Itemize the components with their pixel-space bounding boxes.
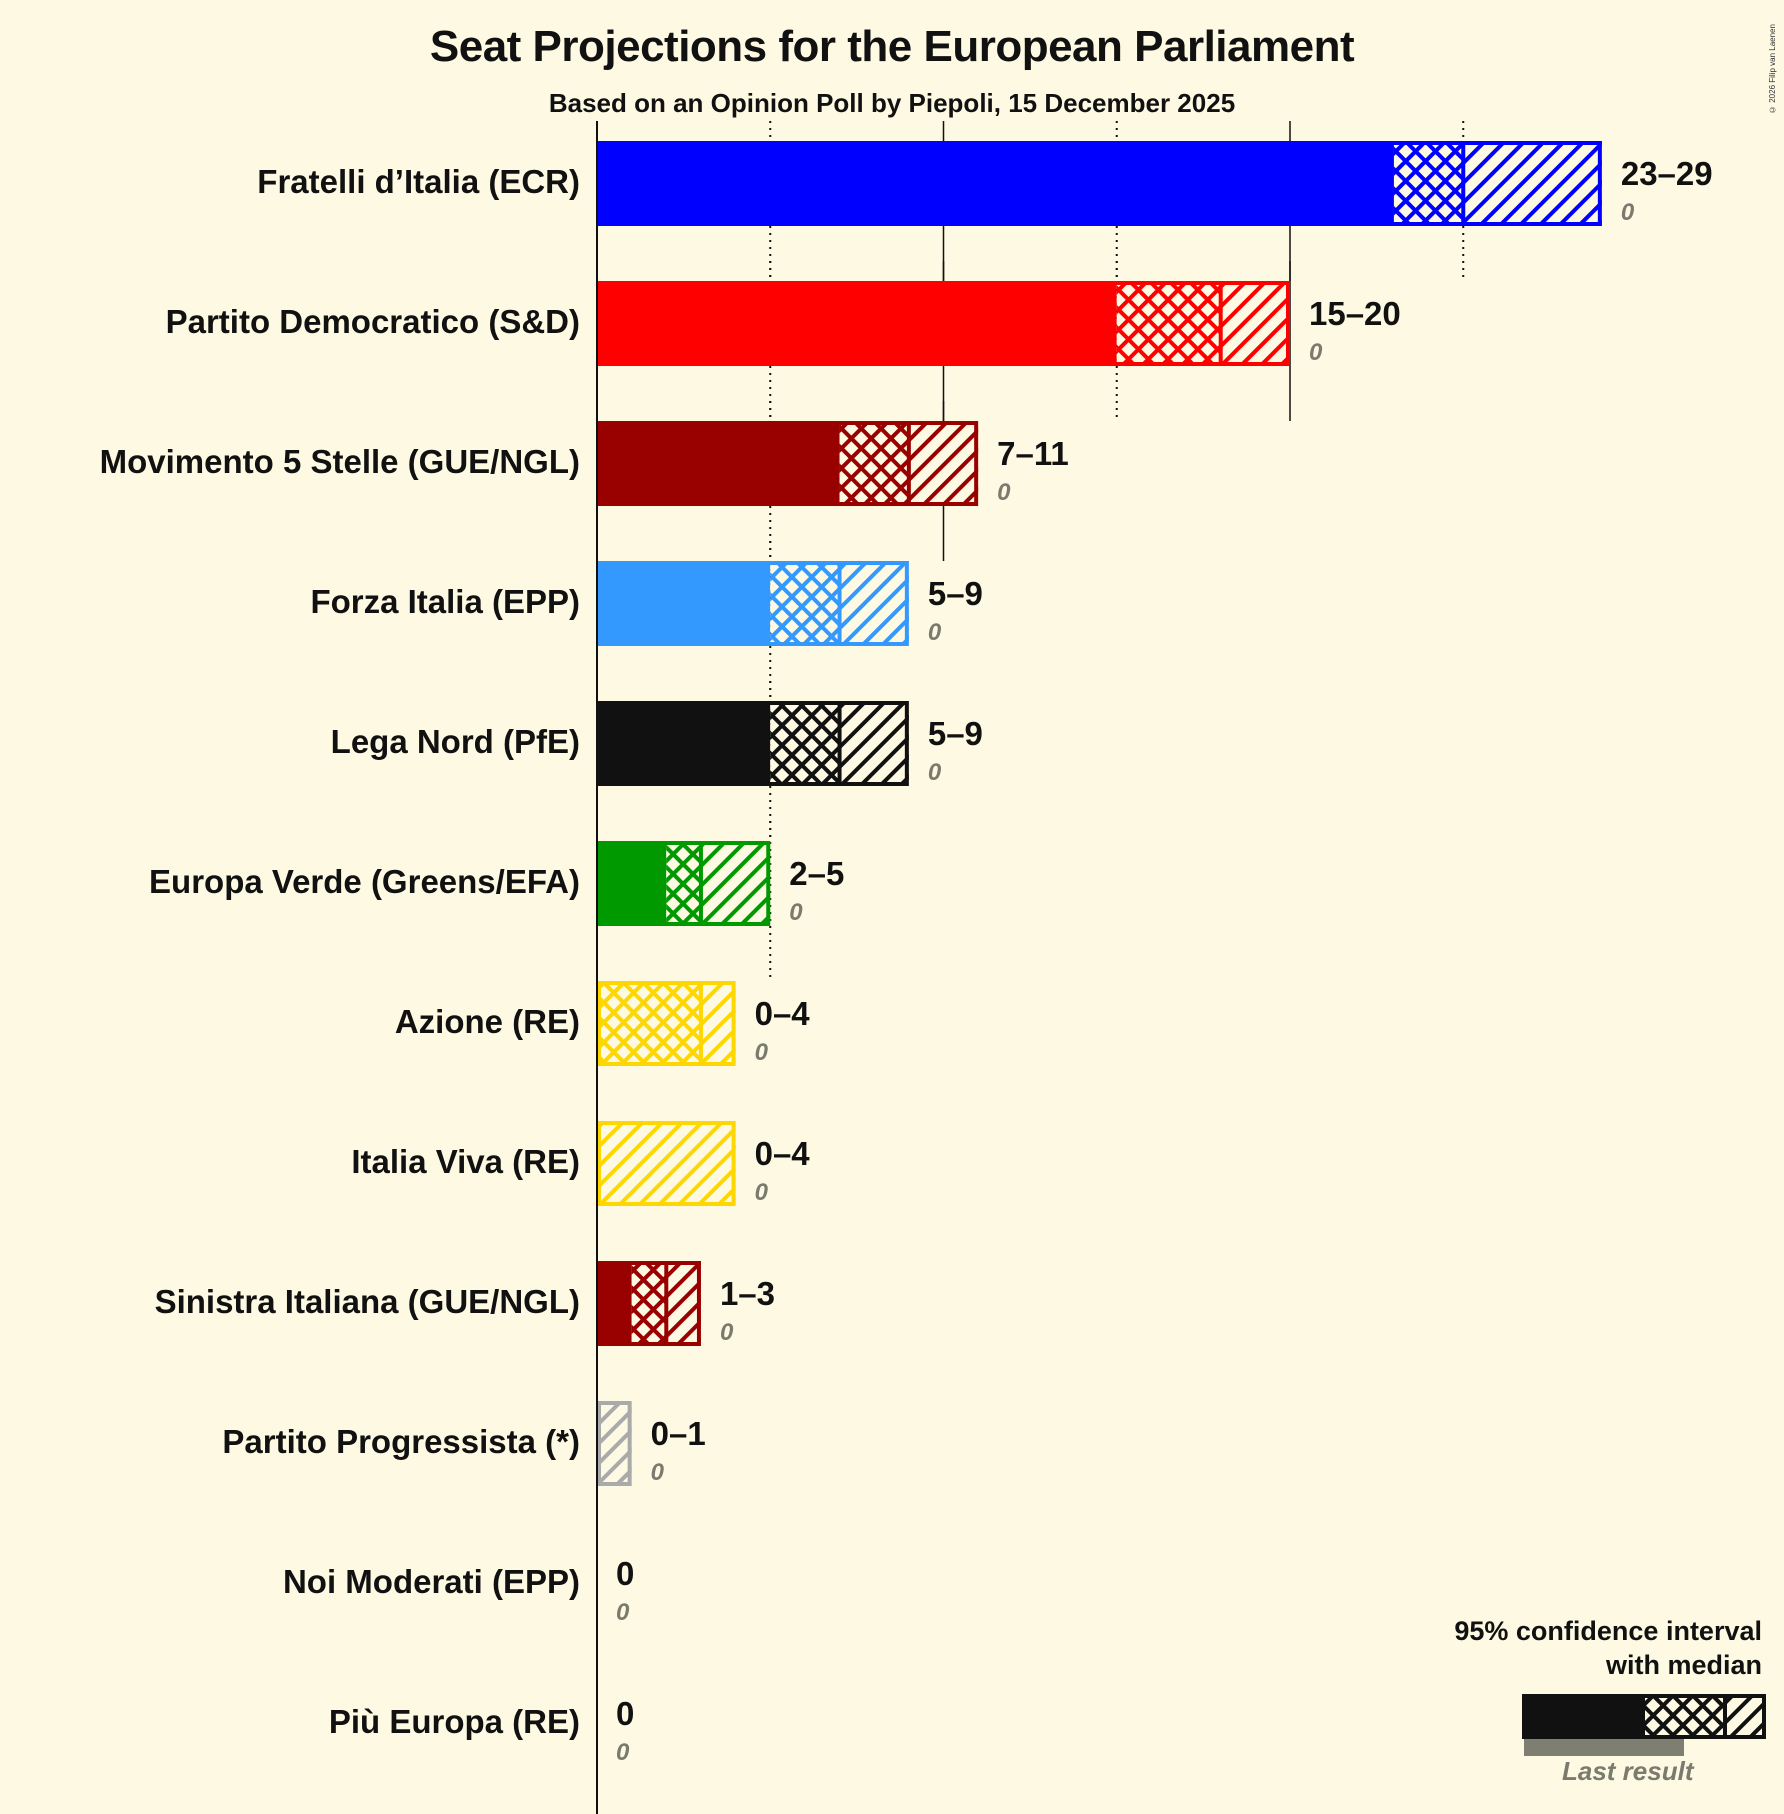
bar-row [596,1101,736,1261]
bar-row [596,121,1602,281]
last-result-label: 0 [616,1739,630,1766]
seat-range-label: 0 [616,1555,635,1592]
party-label: Partito Progressista (*) [222,1423,580,1460]
bar-solid [597,141,1394,226]
seat-range-label: 7–11 [997,435,1069,472]
last-result-label: 0 [754,1039,768,1066]
bar-row [596,1241,701,1401]
bar-row [596,961,736,1121]
legend-swatch [1522,1694,1766,1756]
bar-solid [597,421,840,506]
bar-solid [597,701,771,786]
last-result-label: 0 [719,1319,734,1346]
bar-hatch [700,841,771,926]
last-result-label: 0 [789,899,803,926]
party-label: Più Europa (RE) [328,1703,580,1740]
party-label: Sinistra Italiana (GUE/NGL) [154,1283,580,1320]
bar-hatch [1463,141,1602,226]
last-result-label: 0 [650,1459,664,1486]
party-label: Fratelli d’Italia (ECR) [257,163,580,200]
bar-row [596,401,979,561]
seat-range-label: 2–5 [789,855,845,892]
legend-title-line2: with median [1605,1650,1762,1680]
bar-crosshatch [1116,281,1221,366]
bar-crosshatch [839,421,909,506]
legend-title: 95% confidence interval with median [1454,1614,1762,1682]
bar-crosshatch [666,841,701,926]
bar-row [596,821,772,981]
bar-hatch [666,1261,701,1346]
seat-range-label: 0–4 [754,995,810,1032]
bar-crosshatch [770,561,840,646]
chart-title: Seat Projections for the European Parlia… [429,22,1355,71]
bar-hatch [597,1121,736,1206]
bar-solid [597,1261,632,1346]
bar-hatch [1220,281,1290,366]
bar-row [596,261,1291,421]
bar-hatch [839,561,909,646]
bar-crosshatch [631,1261,667,1346]
last-result-label: 0 [754,1179,768,1206]
legend-last-result-bar [1524,1739,1684,1756]
seat-range-label: 0–4 [754,1135,810,1172]
party-label: Italia Viva (RE) [351,1143,580,1180]
seat-range-label: 5–9 [927,575,983,612]
party-label: Noi Moderati (EPP) [282,1563,580,1600]
bar-crosshatch [597,981,701,1066]
party-label: Forza Italia (EPP) [310,583,580,620]
seat-range-label: 0–1 [650,1415,706,1452]
bar-row [596,681,909,841]
bar-crosshatch [770,701,840,786]
last-result-label: 0 [927,759,942,786]
last-result-label: 0 [616,1599,630,1626]
bar-solid [597,561,771,646]
seat-range-label: 1–3 [719,1275,775,1312]
last-result-label: 0 [997,479,1011,506]
bar-crosshatch [1393,141,1464,226]
party-label: Azione (RE) [394,1003,580,1040]
bar-row [596,541,909,701]
legend-last-result-label: Last result [1562,1756,1694,1786]
bar-solid [597,841,667,926]
seat-range-label: 0 [616,1695,635,1732]
party-label: Europa Verde (Greens/EFA) [149,863,580,900]
party-label: Lega Nord (PfE) [330,723,580,760]
seat-range-label: 23–29 [1620,155,1713,192]
bar-hatch [839,701,909,786]
last-result-label: 0 [1620,199,1635,226]
bar-solid [597,281,1117,366]
bar-row [596,1381,632,1541]
bar-hatch [597,1401,632,1486]
legend-title-line1: 95% confidence interval [1454,1616,1762,1646]
party-label: Partito Democratico (S&D) [165,303,580,340]
chart-subtitle: Based on an Opinion Poll by Piepoli, 15 … [548,88,1236,118]
seat-range-label: 15–20 [1309,295,1401,332]
party-label: Movimento 5 Stelle (GUE/NGL) [99,443,580,480]
bar-hatch [700,981,736,1066]
last-result-label: 0 [927,619,942,646]
last-result-label: 0 [1309,339,1323,366]
bar-hatch [908,421,979,506]
seat-range-label: 5–9 [927,715,983,752]
